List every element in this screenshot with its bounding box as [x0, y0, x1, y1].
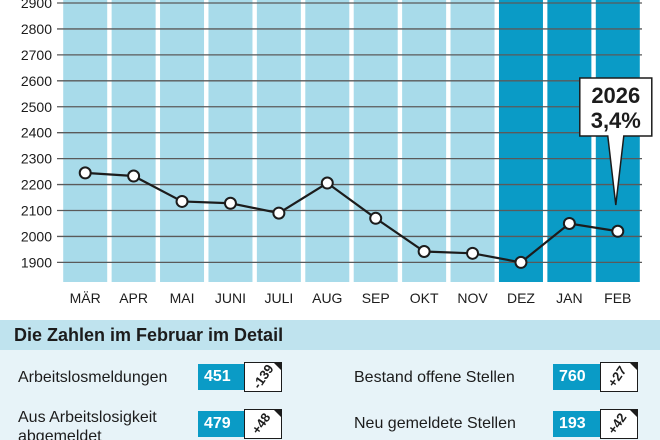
change-badge-arbeitslosmeldungen: -139	[244, 362, 282, 392]
data-point	[223, 196, 237, 210]
bar-sep	[353, 0, 398, 282]
y-tick-label: 2700	[21, 47, 52, 63]
x-tick-label: FEB	[604, 290, 631, 306]
data-point	[466, 246, 480, 260]
bar-dez	[498, 0, 543, 282]
change-badge-neu-gemeldete-stellen: +42	[600, 409, 638, 439]
x-tick-label: NOV	[457, 290, 488, 306]
bar-nov	[450, 0, 495, 282]
y-tick-label: 2500	[21, 99, 52, 115]
y-tick-label: 2600	[21, 73, 52, 89]
x-tick-label: JAN	[556, 290, 582, 306]
data-point	[611, 224, 625, 238]
callout-year: 2026	[591, 83, 640, 108]
x-tick-label: DEZ	[507, 290, 535, 306]
bar-okt	[402, 0, 447, 282]
data-point	[562, 216, 576, 230]
data-point	[272, 206, 286, 220]
bar-apr	[111, 0, 156, 282]
data-point	[127, 169, 141, 183]
arrow-icon	[273, 409, 282, 418]
stat-label-arbeitslosmeldungen: Arbeitslosmeldungen	[18, 369, 168, 386]
y-tick-label: 2300	[21, 151, 52, 167]
y-tick-label: 2100	[21, 203, 52, 219]
data-point	[369, 211, 383, 225]
change-badge-abgemeldet: +48	[244, 409, 282, 439]
y-tick-label: 2900	[21, 0, 52, 11]
arrow-icon	[273, 362, 282, 371]
data-point	[320, 176, 334, 190]
detail-panel: Die Zahlen im Februar im Detail Arbeitsl…	[0, 320, 660, 440]
bar-jan	[547, 0, 592, 282]
arrow-icon	[629, 409, 638, 418]
bar-mär	[63, 0, 108, 282]
bar-juli	[256, 0, 301, 282]
change-badge-bestand-offene-stellen: +27	[600, 362, 638, 392]
callout-box	[579, 77, 653, 206]
x-tick-label: AUG	[312, 290, 342, 306]
data-point	[175, 194, 189, 208]
x-tick-label: JUNI	[215, 290, 246, 306]
bar-mai	[160, 0, 205, 282]
series-line	[85, 171, 618, 264]
arrow-icon	[629, 362, 638, 371]
change-value: +27	[604, 363, 630, 390]
stat-label-abgemeldet: Aus Arbeitslosigkeit abgemeldet	[18, 409, 157, 440]
data-point	[514, 255, 528, 269]
stat-label-neu-gemeldete-stellen: Neu gemeldete Stellen	[354, 415, 516, 432]
callout-rate: 3,4%	[591, 108, 641, 133]
x-tick-label: MAI	[170, 290, 195, 306]
change-value: +42	[604, 410, 630, 437]
y-tick-label: 2800	[21, 21, 52, 37]
y-tick-label: 2000	[21, 228, 52, 244]
line-chart: 1900 2000 2100 2200 2300 2400 2500 2600 2700 2800…	[21, 0, 653, 306]
data-point	[417, 245, 431, 259]
y-tick-label: 2200	[21, 177, 52, 193]
y-tick-label: 1900	[21, 254, 52, 270]
bar-juni	[208, 0, 253, 282]
x-tick-label: JULI	[264, 290, 293, 306]
x-tick-label: APR	[119, 290, 148, 306]
y-tick-label: 2400	[21, 125, 52, 141]
data-point	[78, 166, 92, 180]
x-tick-label: OKT	[410, 290, 439, 306]
x-tick-label: MÄR	[70, 290, 101, 306]
bar-aug	[305, 0, 350, 282]
stat-label-bestand-offene-stellen: Bestand offene Stellen	[354, 369, 515, 386]
x-tick-label: SEP	[362, 290, 390, 306]
detail-title: Die Zahlen im Februar im Detail	[0, 320, 660, 350]
change-value: +48	[248, 410, 274, 437]
